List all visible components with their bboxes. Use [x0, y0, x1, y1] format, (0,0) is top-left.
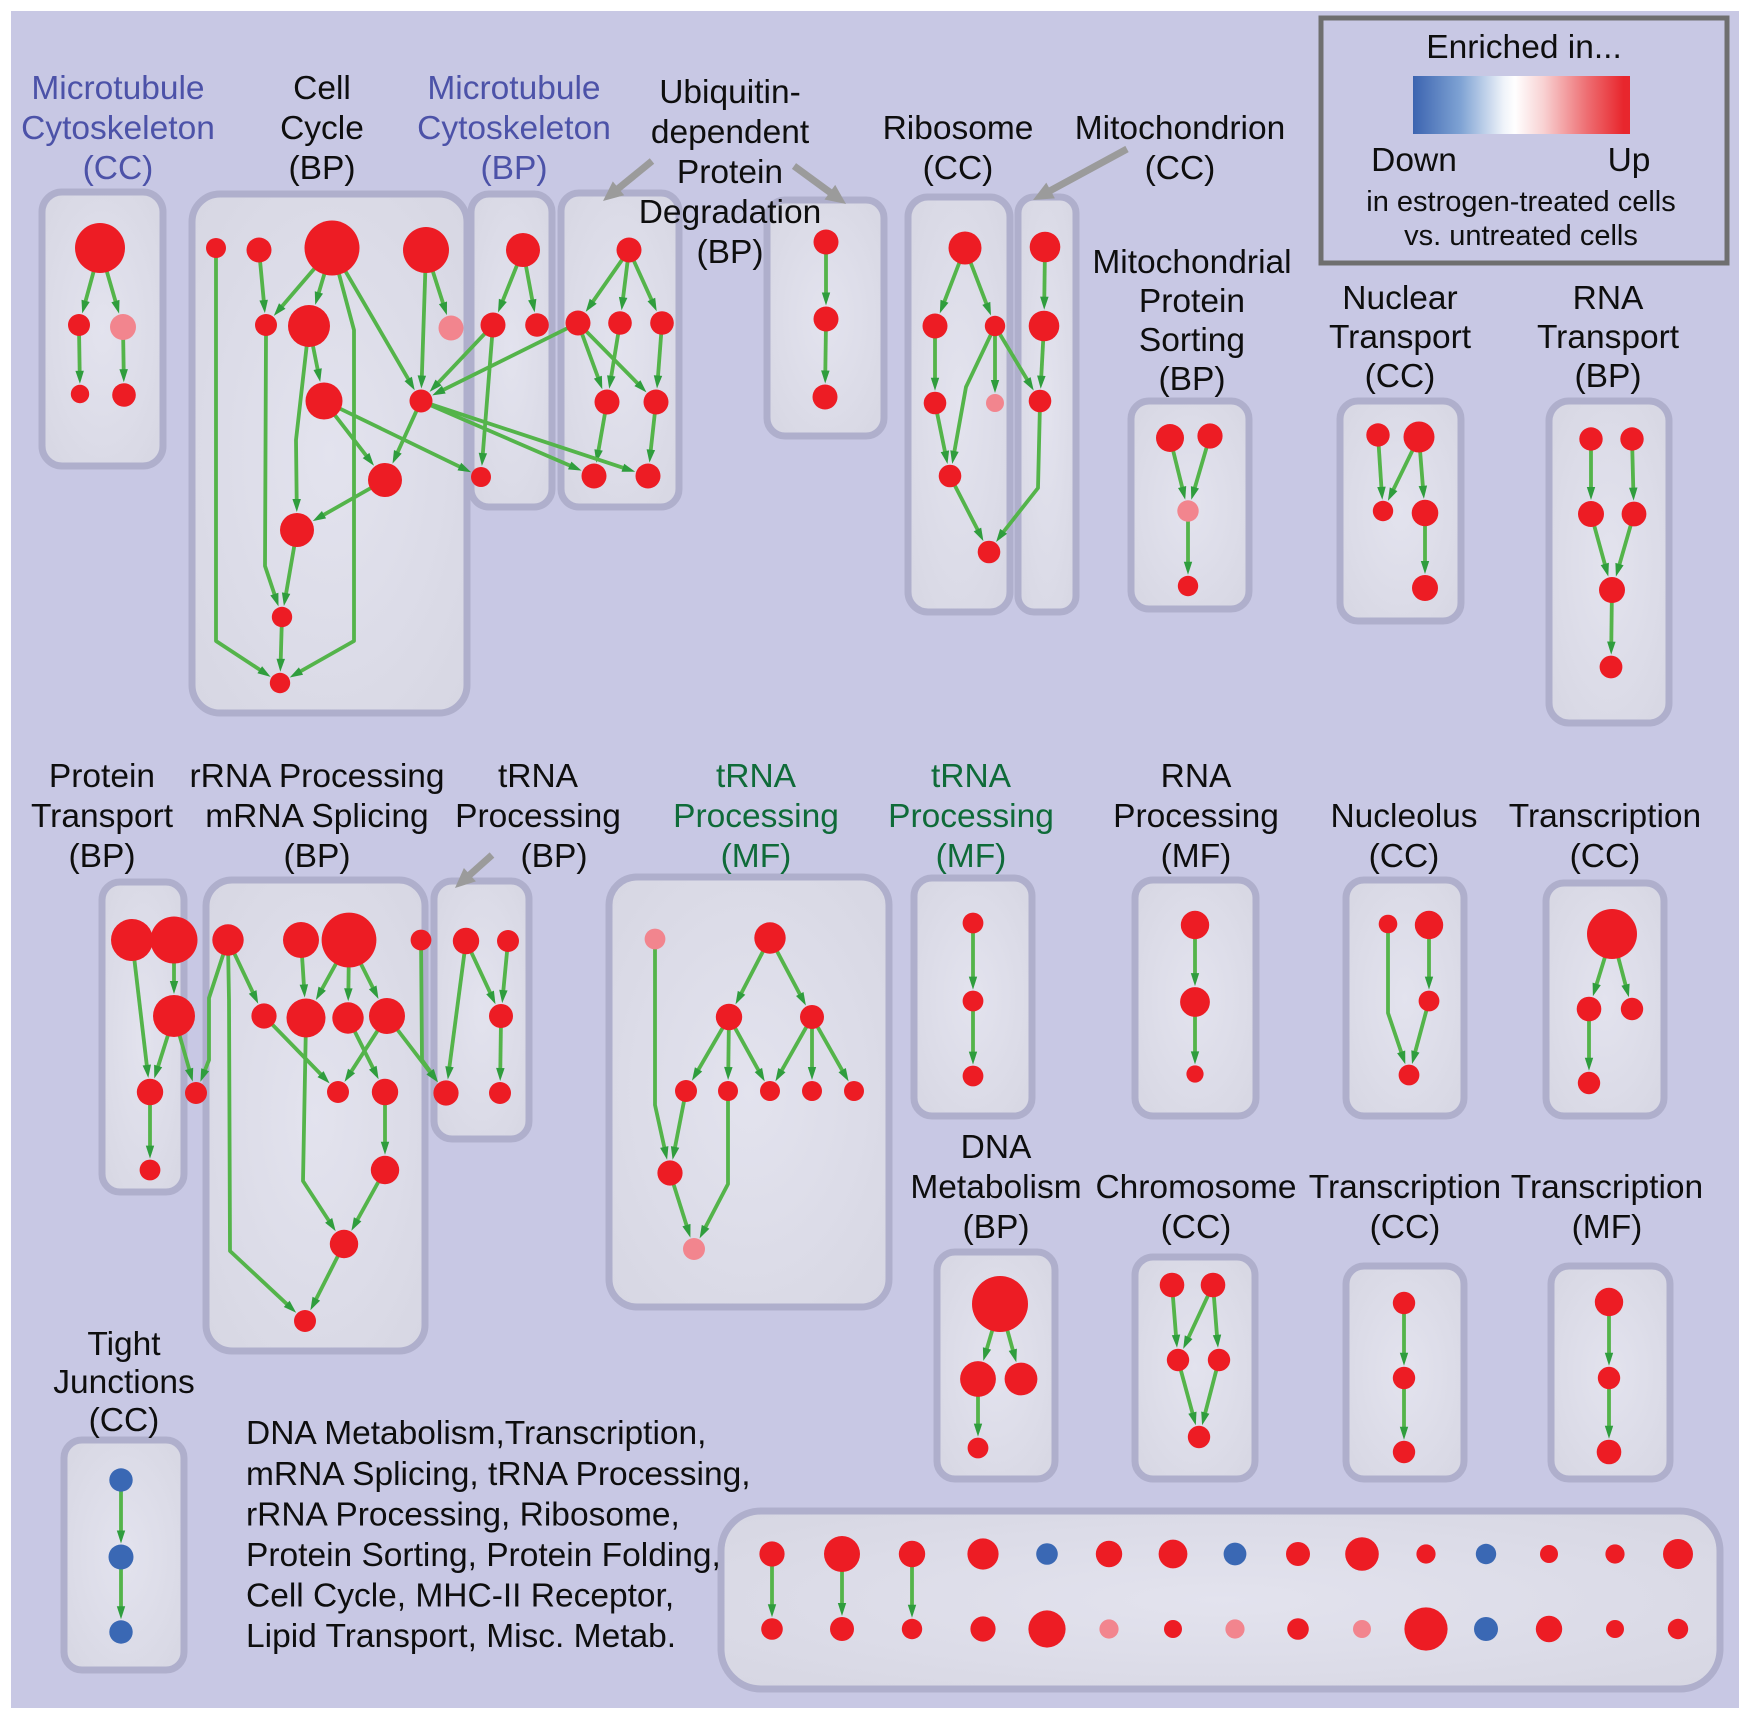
svg-text:Cytoskeleton: Cytoskeleton: [21, 110, 215, 147]
svg-text:in estrogen-treated cells: in estrogen-treated cells: [1366, 186, 1676, 218]
svg-text:Ubiquitin-: Ubiquitin-: [659, 74, 801, 111]
svg-text:(CC): (CC): [923, 150, 994, 187]
svg-text:Cell: Cell: [293, 70, 351, 107]
svg-text:Cycle: Cycle: [280, 110, 364, 147]
svg-text:(CC): (CC): [89, 1402, 160, 1439]
svg-text:(CC): (CC): [1570, 838, 1641, 875]
svg-text:Up: Up: [1608, 142, 1651, 179]
svg-text:Transport: Transport: [1329, 319, 1472, 356]
svg-text:Processing: Processing: [1113, 798, 1279, 835]
svg-text:Chromosome: Chromosome: [1095, 1169, 1296, 1206]
svg-text:Protein: Protein: [677, 154, 783, 191]
svg-text:mRNA Splicing, tRNA Processing: mRNA Splicing, tRNA Processing,: [246, 1456, 751, 1493]
svg-text:(BP): (BP): [963, 1209, 1030, 1246]
svg-text:Transport: Transport: [31, 798, 174, 835]
svg-text:Enriched in...: Enriched in...: [1426, 29, 1622, 66]
svg-text:(CC): (CC): [1370, 1209, 1441, 1246]
svg-text:Microtubule: Microtubule: [427, 70, 600, 107]
svg-text:dependent: dependent: [651, 114, 810, 151]
svg-text:Transport: Transport: [1537, 319, 1680, 356]
svg-text:(BP): (BP): [289, 150, 356, 187]
svg-text:(BP): (BP): [521, 838, 588, 875]
svg-text:Protein: Protein: [49, 758, 155, 795]
svg-text:Mitochondrion: Mitochondrion: [1075, 110, 1285, 147]
svg-text:(BP): (BP): [1159, 361, 1226, 398]
svg-text:DNA: DNA: [961, 1129, 1032, 1166]
svg-text:(CC): (CC): [1145, 150, 1216, 187]
svg-text:Protein: Protein: [1139, 283, 1245, 320]
svg-text:(BP): (BP): [69, 838, 136, 875]
svg-text:rRNA Processing: rRNA Processing: [189, 758, 444, 795]
svg-text:Lipid Transport, Misc. Metab.: Lipid Transport, Misc. Metab.: [246, 1618, 676, 1655]
svg-text:Nuclear: Nuclear: [1342, 280, 1457, 317]
svg-text:Nucleolus: Nucleolus: [1330, 798, 1477, 835]
svg-text:(MF): (MF): [1161, 838, 1232, 875]
svg-text:(BP): (BP): [1575, 358, 1642, 395]
svg-text:Transcription: Transcription: [1509, 798, 1701, 835]
svg-text:Protein Sorting, Protein Foldi: Protein Sorting, Protein Folding,: [246, 1537, 721, 1574]
svg-text:Processing: Processing: [673, 798, 839, 835]
svg-text:Ribosome: Ribosome: [883, 110, 1034, 147]
svg-text:Processing: Processing: [455, 798, 621, 835]
svg-text:(MF): (MF): [1572, 1209, 1643, 1246]
svg-text:(MF): (MF): [721, 838, 792, 875]
svg-text:(CC): (CC): [1161, 1209, 1232, 1246]
svg-text:(BP): (BP): [481, 150, 548, 187]
svg-text:Metabolism: Metabolism: [910, 1169, 1081, 1206]
svg-text:Cell Cycle, MHC-II Receptor,: Cell Cycle, MHC-II Receptor,: [246, 1578, 674, 1615]
svg-text:tRNA: tRNA: [931, 758, 1012, 795]
svg-text:mRNA Splicing: mRNA Splicing: [205, 798, 428, 835]
svg-text:(BP): (BP): [697, 234, 764, 271]
svg-text:Degradation: Degradation: [639, 194, 822, 231]
svg-text:(CC): (CC): [83, 150, 154, 187]
svg-text:Processing: Processing: [888, 798, 1054, 835]
svg-text:RNA: RNA: [1573, 280, 1644, 317]
svg-text:Cytoskeleton: Cytoskeleton: [417, 110, 611, 147]
svg-text:Junctions: Junctions: [53, 1364, 195, 1401]
svg-text:Tight: Tight: [87, 1326, 161, 1363]
svg-text:DNA Metabolism,Transcription,: DNA Metabolism,Transcription,: [246, 1415, 706, 1452]
svg-text:Transcription: Transcription: [1309, 1169, 1501, 1206]
svg-text:Mitochondrial: Mitochondrial: [1092, 244, 1291, 281]
svg-text:vs. untreated cells: vs. untreated cells: [1404, 220, 1638, 252]
svg-text:Transcription: Transcription: [1511, 1169, 1703, 1206]
svg-text:(MF): (MF): [936, 838, 1007, 875]
svg-text:Down: Down: [1371, 142, 1457, 179]
svg-text:tRNA: tRNA: [716, 758, 797, 795]
svg-text:(CC): (CC): [1369, 838, 1440, 875]
svg-text:Microtubule: Microtubule: [31, 70, 204, 107]
svg-text:RNA: RNA: [1161, 758, 1232, 795]
svg-text:(CC): (CC): [1365, 358, 1436, 395]
svg-text:tRNA: tRNA: [498, 758, 579, 795]
svg-text:rRNA Processing, Ribosome,: rRNA Processing, Ribosome,: [246, 1496, 680, 1533]
svg-text:(BP): (BP): [284, 838, 351, 875]
svg-text:Sorting: Sorting: [1139, 322, 1245, 359]
